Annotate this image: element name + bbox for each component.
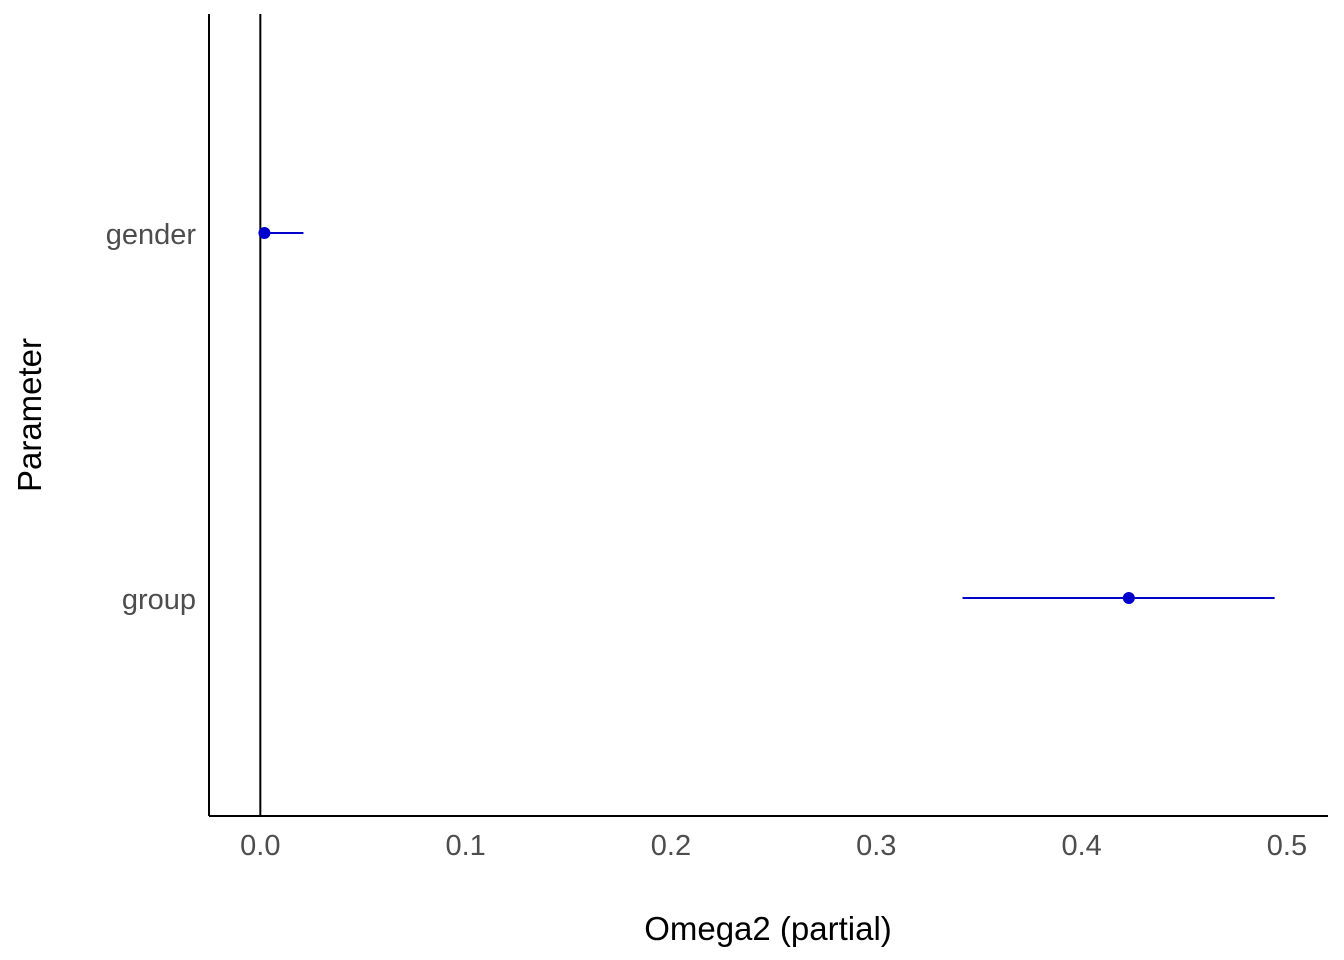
point-group (1122, 592, 1135, 604)
y-tick-label-group: group (122, 584, 196, 616)
x-tick-label: 0.2 (651, 830, 691, 862)
x-tick-label: 0.0 (240, 830, 280, 862)
y-tick-label-gender: gender (106, 219, 197, 251)
x-tick-label: 0.3 (856, 830, 896, 862)
x-tick-label: 0.5 (1267, 830, 1307, 862)
y-axis-title: Parameter (11, 338, 48, 492)
point-gender (258, 227, 271, 239)
x-tick-label: 0.1 (445, 830, 485, 862)
x-tick-label: 0.4 (1061, 830, 1101, 862)
plot-panel: 0.0 0.1 0.2 0.3 0.4 0.5 gender group (106, 14, 1328, 862)
x-axis-title: Omega2 (partial) (644, 910, 892, 947)
